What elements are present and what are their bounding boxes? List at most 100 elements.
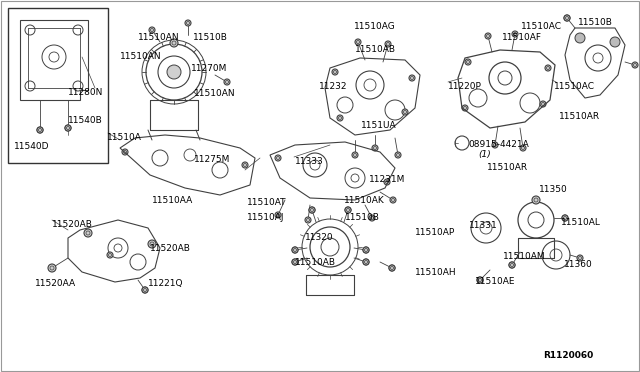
Text: 11510AN: 11510AN — [138, 33, 180, 42]
Text: 11221Q: 11221Q — [148, 279, 184, 288]
Circle shape — [48, 264, 56, 272]
Text: 11280N: 11280N — [68, 88, 104, 97]
Text: 11270M: 11270M — [191, 64, 227, 73]
Text: 11510AR: 11510AR — [559, 112, 600, 121]
Text: 11275M: 11275M — [194, 155, 230, 164]
Circle shape — [632, 62, 638, 68]
Circle shape — [309, 207, 315, 213]
Circle shape — [292, 247, 298, 253]
Circle shape — [148, 240, 156, 248]
Circle shape — [142, 287, 148, 293]
Circle shape — [389, 265, 395, 271]
Circle shape — [384, 179, 390, 185]
Text: 11510AA: 11510AA — [152, 196, 193, 205]
Circle shape — [37, 127, 43, 133]
Text: 11510AR: 11510AR — [487, 163, 528, 172]
Text: 11510AG: 11510AG — [354, 22, 396, 31]
Circle shape — [49, 265, 55, 271]
Circle shape — [84, 229, 92, 237]
Circle shape — [509, 262, 515, 268]
Text: 11510B: 11510B — [578, 18, 613, 27]
Circle shape — [292, 247, 298, 253]
Text: 11510B: 11510B — [345, 213, 380, 222]
Circle shape — [389, 265, 395, 271]
Circle shape — [564, 15, 570, 21]
Circle shape — [465, 59, 471, 65]
Circle shape — [385, 41, 391, 47]
Circle shape — [520, 145, 526, 151]
Text: 11331: 11331 — [469, 221, 498, 230]
Text: 11510AE: 11510AE — [475, 277, 515, 286]
Text: 11510AJ: 11510AJ — [247, 213, 285, 222]
Text: 11520AA: 11520AA — [35, 279, 76, 288]
Circle shape — [305, 217, 311, 223]
Circle shape — [65, 125, 71, 131]
Circle shape — [477, 277, 483, 283]
Text: 11510B: 11510B — [193, 33, 228, 42]
Text: 11510AB: 11510AB — [295, 258, 336, 267]
Circle shape — [275, 212, 281, 218]
Circle shape — [345, 207, 351, 213]
Text: 11520AB: 11520AB — [150, 244, 191, 253]
Text: 11510AB: 11510AB — [355, 45, 396, 54]
Text: 11510AP: 11510AP — [415, 228, 455, 237]
Circle shape — [512, 31, 518, 37]
Text: 11510A: 11510A — [107, 133, 142, 142]
Text: 11510AH: 11510AH — [415, 268, 456, 277]
Circle shape — [309, 207, 315, 213]
Circle shape — [395, 152, 401, 158]
Circle shape — [332, 69, 338, 75]
Circle shape — [390, 197, 396, 203]
Circle shape — [292, 259, 298, 265]
Text: 11510AT: 11510AT — [247, 198, 287, 207]
Circle shape — [65, 125, 71, 131]
Text: 11540B: 11540B — [68, 116, 103, 125]
Text: 11510AL: 11510AL — [561, 218, 601, 227]
Circle shape — [355, 39, 361, 45]
Text: 08915-4421A: 08915-4421A — [468, 140, 529, 149]
Circle shape — [363, 259, 369, 265]
Circle shape — [107, 252, 113, 258]
Text: (1): (1) — [478, 150, 491, 159]
Text: 11510AN: 11510AN — [120, 52, 162, 61]
Circle shape — [564, 15, 570, 21]
Circle shape — [242, 162, 248, 168]
Text: 11350: 11350 — [539, 185, 568, 194]
Circle shape — [462, 105, 468, 111]
Text: 11320: 11320 — [305, 233, 333, 242]
Circle shape — [170, 39, 178, 47]
Circle shape — [477, 277, 483, 283]
Circle shape — [363, 247, 369, 253]
Circle shape — [142, 287, 148, 293]
Circle shape — [185, 20, 191, 26]
Circle shape — [345, 207, 351, 213]
Circle shape — [363, 259, 369, 265]
Circle shape — [352, 152, 358, 158]
Text: R1120060: R1120060 — [543, 351, 593, 360]
Circle shape — [363, 247, 369, 253]
Circle shape — [369, 215, 375, 221]
Circle shape — [372, 145, 378, 151]
Text: 11510AM: 11510AM — [503, 252, 546, 261]
Text: 11510AC: 11510AC — [554, 82, 595, 91]
Circle shape — [545, 65, 551, 71]
Circle shape — [492, 142, 498, 148]
Circle shape — [37, 127, 43, 133]
Circle shape — [224, 79, 230, 85]
Circle shape — [575, 33, 585, 43]
Circle shape — [610, 37, 620, 47]
Text: 11540D: 11540D — [14, 142, 49, 151]
Circle shape — [402, 109, 408, 115]
Text: 11510AN: 11510AN — [194, 89, 236, 98]
Text: 11520AB: 11520AB — [52, 220, 93, 229]
Text: 11360: 11360 — [564, 260, 593, 269]
Text: 11510AC: 11510AC — [521, 22, 562, 31]
Circle shape — [509, 262, 515, 268]
Circle shape — [149, 27, 155, 33]
Circle shape — [485, 33, 491, 39]
Circle shape — [167, 65, 181, 79]
Circle shape — [562, 215, 568, 221]
Circle shape — [532, 196, 540, 204]
Circle shape — [540, 101, 546, 107]
Text: 11231M: 11231M — [369, 175, 405, 184]
